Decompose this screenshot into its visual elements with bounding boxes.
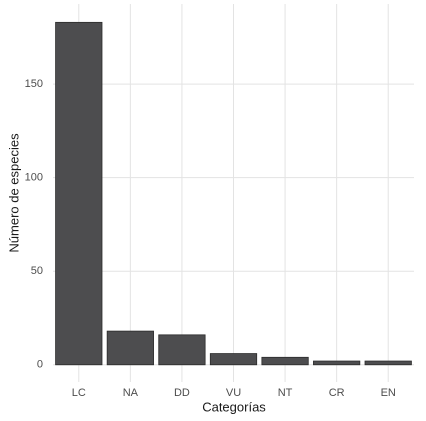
bar xyxy=(364,360,412,366)
y-tick-label: 100 xyxy=(25,172,43,184)
x-tick-label: NT xyxy=(278,387,293,399)
bar xyxy=(158,334,206,366)
bar xyxy=(106,330,154,366)
bar xyxy=(313,360,361,366)
x-tick-label: NA xyxy=(123,387,139,399)
x-tick-label: VU xyxy=(226,387,241,399)
bar xyxy=(261,356,309,366)
y-tick-label: 50 xyxy=(31,265,43,277)
x-axis-title: Categorías xyxy=(202,399,266,414)
x-tick-label: DD xyxy=(174,387,190,399)
x-tick-label: CR xyxy=(329,387,345,399)
x-tick-label: LC xyxy=(72,387,86,399)
bar xyxy=(55,21,103,366)
x-tick-label: EN xyxy=(381,387,396,399)
y-axis-title: Número de especies xyxy=(6,133,21,253)
y-tick-label: 0 xyxy=(37,359,43,371)
bar xyxy=(209,353,258,366)
y-tick-label: 150 xyxy=(25,78,43,90)
